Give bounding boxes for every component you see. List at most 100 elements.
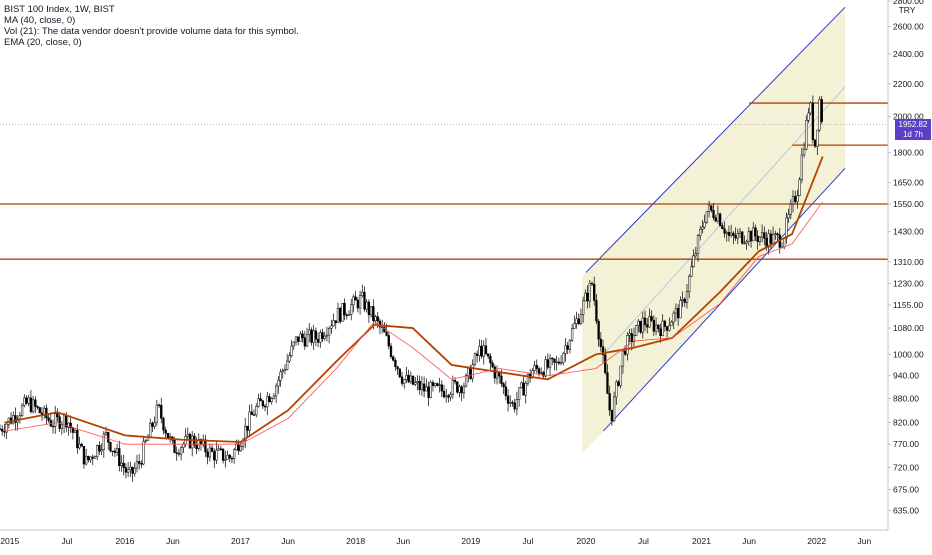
candle-body [491,362,494,368]
candle-body [339,308,342,322]
candle-body [495,371,499,379]
candle-body [590,283,594,285]
candle-body [548,357,552,368]
price-tick-label: 2400.00 [893,49,924,59]
time-tick-label: 2015 [0,536,19,546]
candle-body [690,266,693,277]
candle-body [407,374,410,383]
candle-body [577,318,580,325]
candle-body [308,329,311,335]
candle-body [608,393,611,411]
candle-body [535,365,538,369]
candle-body [599,338,602,348]
price-tick-label: 1080.00 [893,323,924,333]
candle-body [473,353,477,366]
candle-body [422,383,426,392]
candle-body [133,467,136,474]
candle-body [588,283,591,302]
candle-body [754,227,757,237]
candle-body [703,221,706,228]
candle-body [436,383,439,386]
candle-body [816,129,819,147]
candle-body [312,330,315,343]
candle-body [783,238,786,248]
candle-body [553,358,556,363]
candle-body [623,350,627,355]
candle-body [120,462,123,467]
candle-body [281,370,284,373]
candle-body [522,382,525,396]
candle-body [725,231,728,234]
candle-body [683,298,686,303]
candle-body [811,102,815,141]
candle-body [714,217,717,222]
candle-body [672,312,675,323]
time-tick-label: 2021 [692,536,711,546]
price-tick-label: 675.00 [893,484,919,494]
legend-ema[interactable]: EMA (20, close, 0) [4,37,82,48]
candle-body [175,452,178,454]
candle-body [316,338,320,343]
candle-body [14,415,17,423]
time-tick-label: 2020 [577,536,596,546]
candle-body [319,332,322,343]
candle-body [568,339,572,350]
candle-body [261,400,265,407]
price-tick-label: 770.00 [893,439,919,449]
candle-body [453,380,457,383]
candle-body [356,299,360,309]
legend-ma[interactable]: MA (40, close, 0) [4,15,76,26]
candle-body [747,231,750,242]
candle-body [98,445,101,452]
candle-body [239,446,242,452]
candle-body [657,324,660,330]
candle-body [665,326,669,331]
candle-body [610,409,614,422]
candle-body [639,320,642,333]
price-tick-label: 1430.00 [893,227,924,237]
candle-body [785,217,788,239]
candle-body [573,323,576,329]
candle-body [813,139,817,147]
candle-body [149,422,152,437]
candle-body [84,455,88,465]
candle-body [228,454,231,459]
candle-body [597,320,600,340]
candle-body [389,345,393,358]
candle-body [186,434,189,437]
candle-body [688,275,691,292]
candle-body [595,300,598,322]
candle-body [3,431,6,433]
candle-body [358,295,362,309]
candle-body [299,333,302,342]
candle-body [210,447,214,452]
candle-body [332,320,335,327]
candle-body [394,360,397,367]
candle-body [104,432,108,435]
candle-body [80,443,83,447]
candle-body [0,428,2,430]
ema-20-line [4,201,824,445]
candle-body [126,469,130,473]
candle-body [789,203,792,215]
candle-body [23,397,26,406]
candle-body [771,233,775,244]
candle-body [480,345,483,357]
candle-body [758,236,762,242]
candle-body [743,242,746,245]
candle-body [286,360,289,370]
candle-body [411,375,415,385]
candle-body [749,231,753,242]
candle-body [378,320,382,328]
candle-body [354,296,357,301]
candle-body [515,399,519,410]
candle-body [418,380,421,390]
candle-body [449,394,452,398]
candle-body [668,325,671,331]
candle-body [107,432,110,443]
legend-vol[interactable]: Vol (21): The data vendor doesn't provid… [4,26,299,37]
candle-body [129,466,132,471]
price-tick-label: 1230.00 [893,278,924,288]
